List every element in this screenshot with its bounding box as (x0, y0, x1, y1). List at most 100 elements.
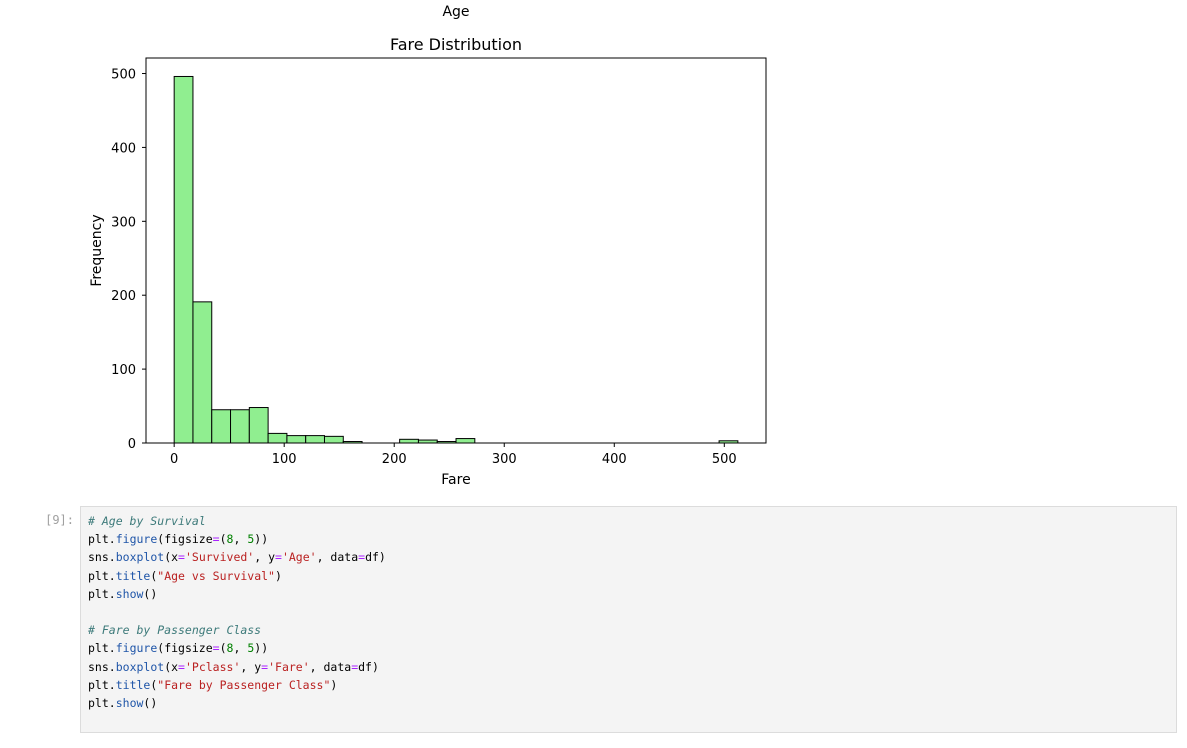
code-token-op: = (178, 550, 185, 565)
y-tick-label: 0 (128, 437, 136, 452)
code-token-str: 'Pclass' (184, 659, 241, 674)
code-token-op: = (358, 550, 366, 565)
histogram-bar (173, 75, 194, 444)
code-token-str: "Fare by Passenger Class" (157, 677, 331, 692)
code-token-plain: () (143, 586, 158, 601)
y-tick-label: 200 (111, 289, 136, 304)
x-tick-label: 200 (382, 452, 407, 467)
code-token-func: title (115, 568, 151, 583)
code-token-func: boxplot (115, 659, 165, 674)
code-token-func: boxplot (115, 550, 165, 565)
code-token-func: figure (115, 532, 158, 547)
histogram-bar (267, 432, 288, 444)
code-token-num: 5 (247, 641, 255, 656)
code-token-plain: (figsize (157, 641, 213, 656)
code-token-func: show (115, 695, 144, 710)
code-token-comment: # Fare by Passenger Class (88, 623, 262, 638)
code-token-func: show (115, 586, 144, 601)
x-tick-label: 400 (602, 452, 627, 467)
code-token-plain: , (233, 641, 248, 656)
code-token-func: figure (115, 641, 158, 656)
code-token-num: 8 (226, 532, 234, 547)
code-token-plain: (x (164, 550, 179, 565)
x-tick-label: 0 (170, 452, 178, 467)
code-text[interactable]: # Age by Survival plt.figure(figsize=(8, … (88, 512, 1176, 712)
code-token-plain: ( (219, 532, 227, 547)
code-token-func: title (115, 677, 151, 692)
code-line: # Age by Survival (88, 512, 1176, 530)
code-token-plain: , data (316, 550, 359, 565)
code-line: plt.figure(figsize=(8, 5)) (88, 530, 1176, 548)
code-token-num: 5 (247, 532, 255, 547)
histogram-bar (399, 438, 419, 444)
code-token-plain: df) (365, 550, 386, 565)
code-token-plain: (figsize (157, 532, 213, 547)
code-token-plain: plt (88, 641, 109, 656)
code-token-op: = (351, 659, 359, 674)
code-token-op: = (178, 659, 185, 674)
code-token-str: 'Fare' (268, 659, 310, 674)
code-token-plain: , y (254, 550, 276, 565)
code-line: # Fare by Passenger Class (88, 621, 1176, 639)
plot-frame (145, 57, 767, 444)
histogram-bar (305, 435, 325, 444)
cell-prompt: [9]: (45, 513, 74, 527)
x-tick-label: 300 (492, 452, 517, 467)
histogram-bars (173, 75, 739, 444)
x-tick-label: 100 (272, 452, 297, 467)
code-token-op: = (261, 659, 269, 674)
code-token-plain: plt (88, 568, 109, 583)
code-token-plain: ( (219, 641, 227, 656)
code-token-plain: plt (88, 532, 109, 547)
histogram-bar (286, 435, 307, 444)
y-tick-label: 400 (111, 141, 136, 156)
x-axis-label: Fare (441, 472, 470, 488)
code-line: plt.show() (88, 585, 1176, 603)
code-token-plain: . (108, 568, 116, 583)
x-tick-label: 500 (712, 452, 737, 467)
code-token-str: "Age vs Survival" (157, 568, 275, 583)
y-tick-label: 300 (111, 215, 136, 230)
code-token-plain: plt (88, 695, 109, 710)
code-line: plt.title("Fare by Passenger Class") (88, 676, 1176, 694)
previous-plot-xlabel: Age (442, 4, 469, 20)
code-token-plain: . (108, 641, 116, 656)
code-token-plain: )) (254, 641, 269, 656)
code-token-plain: ( (150, 677, 158, 692)
histogram-bar (192, 301, 213, 444)
code-token-plain: plt (88, 677, 109, 692)
code-token-op: = (275, 550, 282, 565)
y-tick-label: 500 (111, 68, 136, 83)
code-token-plain: . (108, 532, 116, 547)
code-token-plain: . (108, 695, 116, 710)
chart-title: Fare Distribution (390, 35, 522, 54)
code-token-plain: , y (240, 659, 262, 674)
code-token-plain: ( (150, 568, 158, 583)
code-cell-editor[interactable]: # Age by Survival plt.figure(figsize=(8, … (80, 506, 1177, 733)
y-axis-label: Frequency (89, 214, 105, 286)
code-token-plain: )) (254, 532, 269, 547)
code-token-plain: . (108, 677, 116, 692)
histogram-output: Age Fare Distribution 0 100 200 300 400 500 0… (89, 4, 767, 488)
histogram-bar (230, 409, 250, 444)
code-token-plain: df) (358, 659, 379, 674)
code-line (88, 603, 1176, 621)
code-token-num: 8 (226, 641, 234, 656)
code-token-plain: ) (274, 568, 282, 583)
code-line: sns.boxplot(x='Pclass', y='Fare', data=d… (88, 658, 1176, 676)
histogram-bar (248, 407, 269, 444)
code-token-str: 'Survived' (184, 550, 255, 565)
code-token-plain: () (143, 695, 158, 710)
histogram-bar (455, 438, 476, 444)
y-axis-ticks: 0 100 200 300 400 500 (111, 68, 146, 452)
code-token-plain: sns (88, 550, 109, 565)
code-token-str: 'Age' (281, 550, 317, 565)
histogram-bar (211, 409, 232, 444)
code-token-plain: . (108, 659, 116, 674)
code-line: sns.boxplot(x='Survived', y='Age', data=… (88, 548, 1176, 566)
y-tick-label: 100 (111, 363, 136, 378)
code-token-op: = (212, 641, 220, 656)
code-token-plain: , (233, 532, 248, 547)
code-token-comment: # Age by Survival (88, 514, 206, 528)
code-token-plain: ) (330, 677, 338, 692)
